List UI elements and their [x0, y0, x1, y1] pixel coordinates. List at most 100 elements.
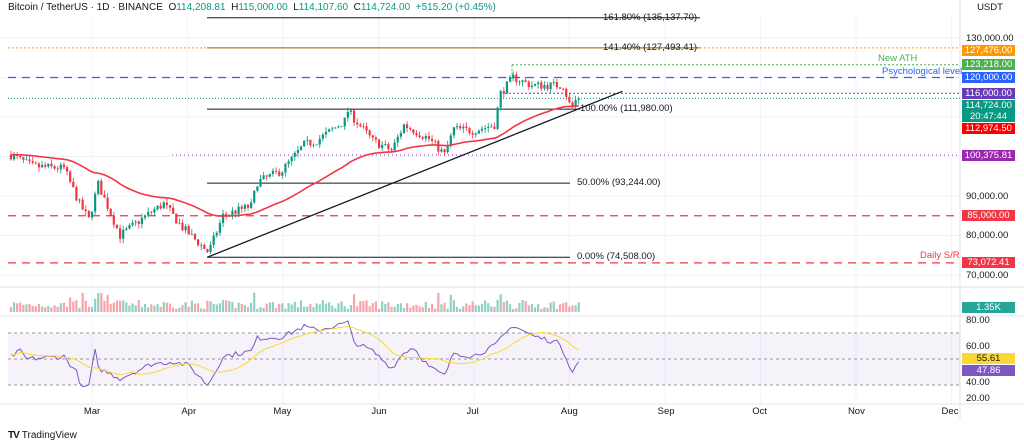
- candle-body: [299, 146, 303, 151]
- time-axis-label: Nov: [847, 406, 865, 417]
- candle-body: [424, 136, 427, 139]
- candle-body: [62, 164, 66, 168]
- candle-body: [340, 126, 343, 128]
- time-axis-label: May: [273, 406, 292, 417]
- price-tag: 85,000.00: [962, 210, 1015, 222]
- candle-body: [455, 126, 459, 128]
- candle-body: [527, 81, 530, 88]
- candle-body: [53, 166, 56, 169]
- tradingview-logo[interactable]: TV TradingView: [8, 430, 77, 441]
- volume-bar: [299, 300, 303, 312]
- candle-body: [562, 88, 565, 90]
- volume-bar: [412, 305, 415, 312]
- volume-bar: [552, 301, 555, 312]
- volume-bar: [399, 303, 402, 312]
- volume-bar: [349, 305, 353, 312]
- candle-body: [153, 209, 156, 213]
- volume-bar: [237, 302, 240, 312]
- candle-body: [565, 88, 568, 97]
- volume-bar: [215, 304, 218, 312]
- candle-body: [390, 149, 393, 151]
- volume-bar: [168, 303, 172, 312]
- candle-body: [446, 145, 449, 153]
- volume-bar: [415, 304, 418, 312]
- volume-bar: [296, 307, 300, 312]
- candle-body: [50, 163, 53, 167]
- volume-bar: [246, 306, 250, 312]
- volume-bar: [209, 301, 212, 312]
- volume-bar: [271, 302, 275, 312]
- daily-sr-label: Daily S/R: [920, 250, 960, 261]
- volume-bar: [387, 302, 390, 312]
- currency-button[interactable]: USDT: [977, 2, 1003, 13]
- volume-bar: [240, 303, 243, 312]
- candle-body: [415, 133, 418, 136]
- volume-bar: [309, 303, 312, 312]
- rsi-tag: 47.86: [962, 364, 1015, 376]
- fib-label: 161.80% (135,137.70): [603, 11, 698, 23]
- candle-body: [421, 137, 424, 139]
- time-axis-label: Aug: [560, 406, 578, 417]
- high-value: 115,000.00: [238, 2, 288, 13]
- candle-body: [31, 161, 34, 163]
- candle-body: [356, 122, 359, 125]
- candle-body: [221, 213, 225, 224]
- candle-body: [165, 202, 168, 206]
- price-axis-label: 90,000.00: [966, 190, 1009, 202]
- candle-body: [490, 126, 493, 128]
- volume-bar: [200, 308, 203, 312]
- volume-bar: [549, 302, 552, 312]
- volume-bar: [527, 305, 530, 312]
- candle-body: [452, 127, 456, 136]
- close-label: C: [353, 2, 361, 13]
- volume-bar: [143, 303, 147, 312]
- fib-label: 0.00% (74,508.00): [577, 251, 656, 263]
- ma50-line: [10, 105, 579, 217]
- volume-bar: [480, 304, 484, 312]
- volume-bar: [487, 303, 490, 312]
- volume-bar: [265, 303, 268, 312]
- volume-bar: [94, 298, 97, 312]
- candle-body: [434, 140, 437, 142]
- candle-body: [178, 222, 181, 224]
- candle-body: [309, 139, 312, 146]
- volume-bar: [396, 303, 399, 312]
- symbol-name[interactable]: Bitcoin / TetherUS · 1D · BINANCE: [8, 2, 163, 13]
- volume-bar: [374, 301, 378, 312]
- candle-body: [409, 128, 412, 130]
- candle-body: [518, 81, 521, 83]
- rsi-axis-label: 80.00: [966, 314, 990, 326]
- candle-body: [574, 99, 577, 107]
- candle-body: [106, 197, 109, 209]
- change-value: +515.20 (+0.45%): [415, 2, 496, 13]
- volume-bar: [402, 307, 406, 312]
- volume-bar: [34, 306, 37, 312]
- candle-body: [331, 128, 334, 130]
- rsi-axis-label: 60.00: [966, 340, 990, 352]
- candle-body: [78, 199, 81, 201]
- candle-body: [328, 129, 331, 132]
- candle-body: [81, 199, 84, 210]
- volume-bar: [499, 294, 502, 312]
- volume-bar: [65, 306, 69, 312]
- candle-body: [240, 206, 243, 209]
- volume-bar: [455, 307, 459, 312]
- volume-bar: [418, 306, 421, 312]
- volume-bar: [356, 306, 359, 312]
- candle-body: [94, 193, 97, 212]
- candle-body: [349, 110, 353, 112]
- volume-bar: [162, 302, 165, 312]
- volume-bar: [334, 308, 337, 312]
- psychological-level-label: Psychological level: [882, 66, 963, 77]
- candle-body: [143, 215, 147, 218]
- volume-bar: [274, 308, 278, 312]
- volume-bar: [134, 305, 137, 312]
- candle-body: [505, 81, 509, 94]
- candle-body: [471, 133, 474, 135]
- volume-bar: [287, 303, 290, 312]
- time-axis-label: Sep: [657, 406, 675, 417]
- candle-body: [443, 149, 446, 153]
- candle-body: [253, 190, 256, 203]
- volume-bar: [75, 300, 78, 312]
